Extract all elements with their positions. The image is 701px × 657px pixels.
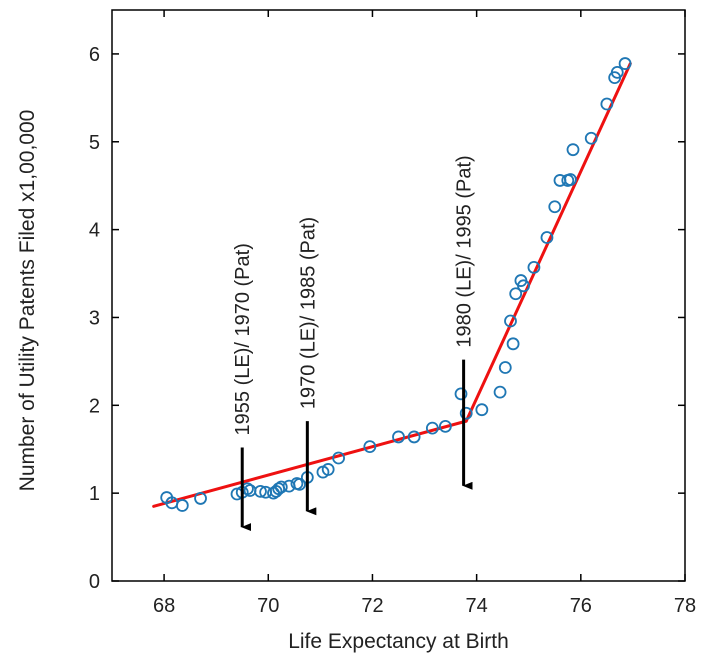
y-tick-label: 2 <box>89 395 100 417</box>
data-point <box>506 337 520 351</box>
data-point <box>509 287 523 301</box>
y-axis-label: Number of Utility Patents Filed x1,00,00… <box>16 110 39 492</box>
annotation-label: 1955 (LE)/ 1970 (Pat) <box>232 243 254 435</box>
fit-line <box>152 419 468 508</box>
data-point <box>194 492 207 505</box>
data-point <box>392 430 405 444</box>
axis-ticks: 68 70 72 74 76 78 0 1 2 3 4 5 6 <box>89 10 696 617</box>
data-point <box>527 260 541 274</box>
data-point <box>566 143 580 157</box>
data-point <box>504 314 517 328</box>
data-point <box>548 200 562 214</box>
fit-lines <box>152 62 632 508</box>
data-point <box>332 451 345 465</box>
data-point <box>475 403 489 417</box>
data-point <box>610 65 624 79</box>
y-tick-label: 6 <box>89 44 100 66</box>
annotation-label: 1980 (LE)/ 1995 (Pat) <box>454 155 476 347</box>
x-tick-label: 74 <box>466 595 488 617</box>
plot-frame <box>111 9 686 582</box>
data-point <box>175 499 189 512</box>
data-point <box>584 131 598 145</box>
x-tick-label: 70 <box>257 595 279 617</box>
y-tick-label: 0 <box>89 571 100 593</box>
data-point <box>363 440 377 453</box>
data-point <box>407 430 421 444</box>
data-point <box>425 421 439 435</box>
data-points <box>160 57 632 512</box>
data-point <box>254 484 267 498</box>
x-tick-label: 72 <box>361 595 383 617</box>
x-tick-label: 78 <box>674 595 696 617</box>
y-tick-label: 5 <box>89 132 100 154</box>
data-point <box>459 406 473 420</box>
data-point <box>493 385 507 399</box>
data-point <box>454 387 468 401</box>
x-tick-label: 68 <box>153 595 175 617</box>
data-point <box>293 477 306 491</box>
data-point <box>564 173 577 186</box>
x-axis-label: Life Expectancy at Birth <box>288 630 509 653</box>
data-point <box>498 361 512 374</box>
data-point <box>540 231 554 244</box>
x-tick-label: 76 <box>570 595 592 617</box>
data-point <box>600 97 614 111</box>
data-point <box>274 480 288 494</box>
year-annotations: 1955 (LE)/ 1970 (Pat) 1970 (LE)/ 1985 (Pa… <box>232 155 476 532</box>
y-tick-label: 1 <box>89 483 100 505</box>
annotation-label: 1970 (LE)/ 1985 (Pat) <box>297 217 319 409</box>
data-point <box>618 57 632 70</box>
y-tick-label: 4 <box>89 220 100 242</box>
data-point <box>321 463 335 476</box>
y-tick-label: 3 <box>89 307 100 329</box>
data-point <box>438 419 452 433</box>
data-point <box>517 279 530 293</box>
